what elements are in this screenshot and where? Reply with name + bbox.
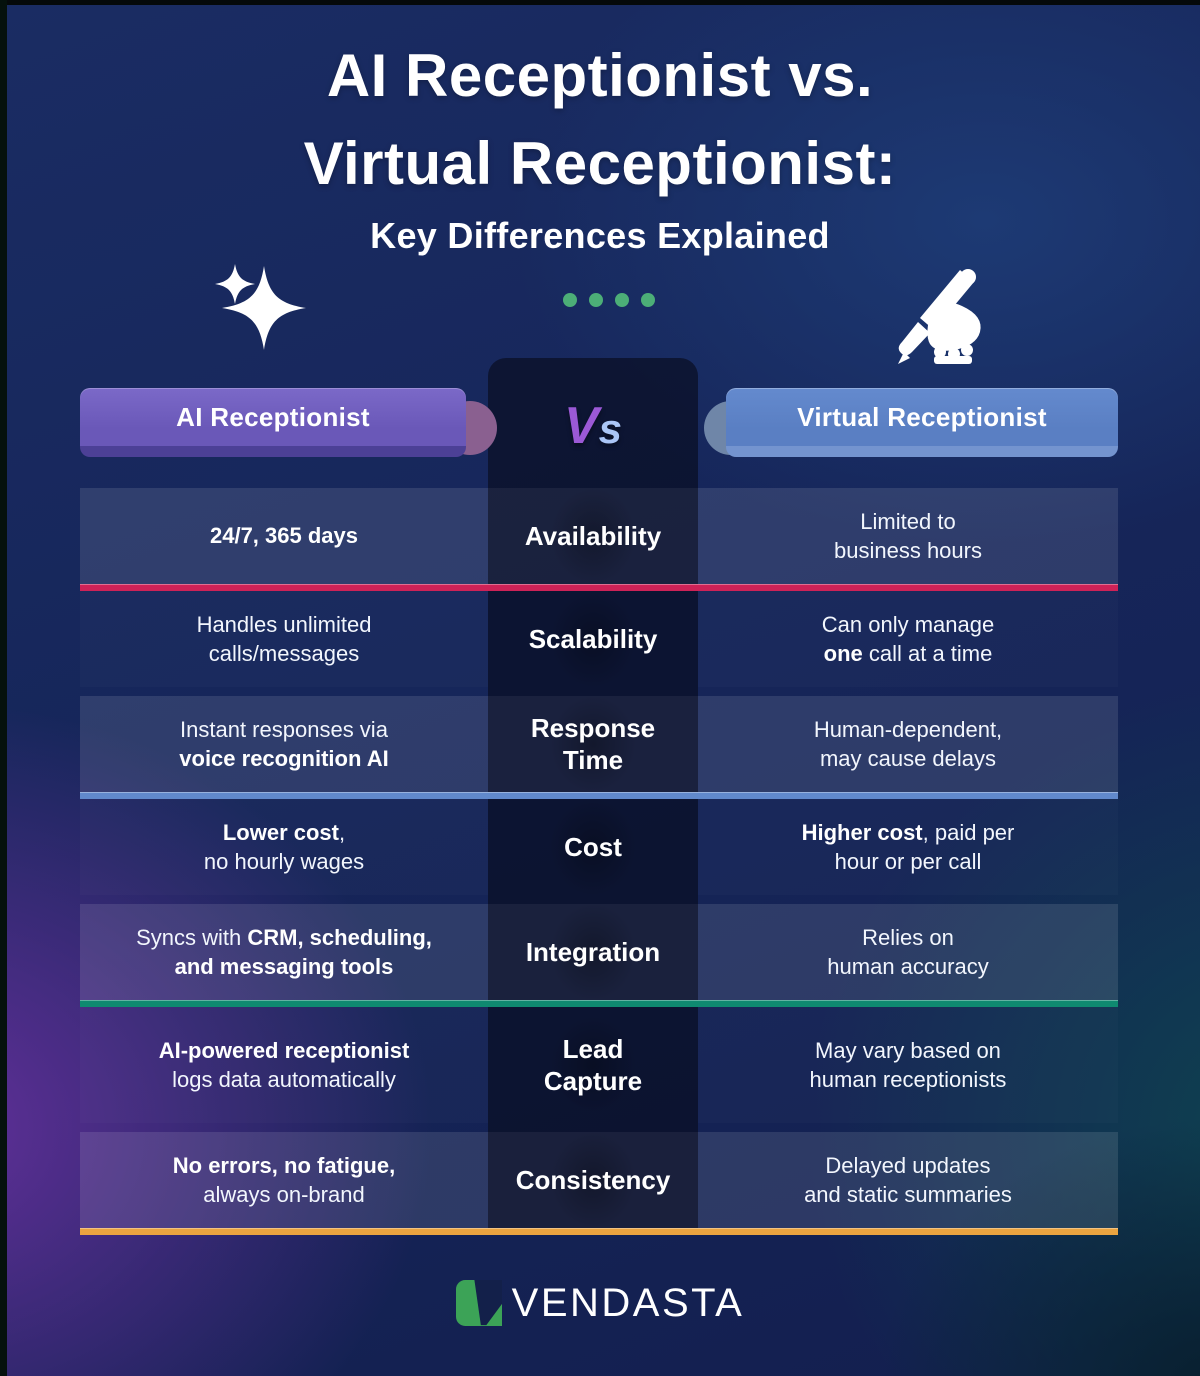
table-row-integration: Syncs with CRM, scheduling, and messaging… xyxy=(80,904,1118,1000)
writing-hand-pen-icon xyxy=(898,269,981,364)
ai-cell-consistency: No errors, no fatigue, always on-brand xyxy=(80,1132,488,1228)
ai-cell-cost: Lower cost, no hourly wages xyxy=(203,819,365,874)
vs-letter-s: s xyxy=(598,405,623,452)
category-scalability: Scalability xyxy=(488,591,698,687)
frame-left-edge xyxy=(0,0,7,1376)
ai-receptionist-pill: AI Receptionist xyxy=(80,388,466,457)
sparkle-icon xyxy=(215,264,306,350)
table-row-cost: Lower cost, no hourly wages Cost Higher c… xyxy=(80,799,1118,895)
row-gap xyxy=(80,895,1118,904)
divider-red xyxy=(80,584,1118,591)
category-consistency: Consistency xyxy=(488,1132,698,1228)
virtual-cell-availability: Limited to business hours xyxy=(698,488,1118,584)
category-availability: Availability xyxy=(488,488,698,584)
ai-cell-integration: Syncs with CRM, scheduling, and messaging… xyxy=(80,904,488,1000)
title-block: AI Receptionist vs. Virtual Receptionist… xyxy=(0,46,1200,254)
virtual-cell-integration: Relies on human accuracy xyxy=(698,904,1118,1000)
virtual-cell-consistency: Delayed updates and static summaries xyxy=(698,1132,1118,1228)
ai-cell-availability: 24/7, 365 days xyxy=(80,488,488,584)
virtual-receptionist-label: Virtual Receptionist xyxy=(797,401,1047,432)
ai-cell-scalability: Handles unlimited calls/messages xyxy=(196,611,372,666)
virtual-cell-response-time: Human-dependent, may cause delays xyxy=(698,696,1118,792)
table-row-lead-capture: AI-powered receptionist logs data automat… xyxy=(80,1007,1118,1123)
table-row-consistency: No errors, no fatigue, always on-brand Co… xyxy=(80,1132,1118,1228)
vendasta-wordmark: VENDASTA xyxy=(511,1280,745,1325)
vs-letter-v: V xyxy=(563,397,599,455)
four-dots-icon xyxy=(563,293,655,307)
category-response-time: Response Time xyxy=(488,696,698,792)
vs-label: Vs xyxy=(488,396,698,456)
table-row-scalability: Handles unlimited calls/messages Scalabil… xyxy=(80,591,1118,687)
virtual-cell-scalability: Can only manage one call at a time xyxy=(821,611,995,666)
row-gap xyxy=(80,687,1118,696)
category-lead-capture: Lead Capture xyxy=(488,1007,698,1123)
category-integration: Integration xyxy=(488,904,698,1000)
virtual-receptionist-pill: Virtual Receptionist xyxy=(726,388,1118,457)
ai-cell-lead-capture: AI-powered receptionist logs data automat… xyxy=(158,1037,410,1092)
table-row-response-time: Instant responses via voice recognition A… xyxy=(80,696,1118,792)
green-dot xyxy=(563,293,577,307)
virtual-cell-cost: Higher cost, paid per hour or per call xyxy=(801,819,1015,874)
comparison-table: 24/7, 365 days Availability Limited to bu… xyxy=(80,488,1118,1235)
title-subtitle: Key Differences Explained xyxy=(370,215,830,256)
row-gap xyxy=(80,1123,1118,1132)
virtual-cell-lead-capture: May vary based on human receptionists xyxy=(809,1037,1007,1092)
divider-teal xyxy=(80,1000,1118,1007)
green-dot xyxy=(615,293,629,307)
ai-cell-response-time: Instant responses via voice recognition A… xyxy=(80,696,488,792)
ai-receptionist-label: AI Receptionist xyxy=(176,401,370,432)
vendasta-logo-icon xyxy=(455,1280,502,1326)
table-row-availability: 24/7, 365 days Availability Limited to bu… xyxy=(80,488,1118,584)
divider-blue xyxy=(80,792,1118,799)
footer-brand: VENDASTA xyxy=(0,1280,1200,1326)
divider-orange xyxy=(80,1228,1118,1235)
title-line-2: Virtual Receptionist: xyxy=(303,130,897,197)
category-cost: Cost xyxy=(488,799,698,895)
title-line-1: AI Receptionist vs. xyxy=(326,42,874,109)
green-dot xyxy=(641,293,655,307)
green-dot xyxy=(589,293,603,307)
frame-top-edge xyxy=(0,0,1200,5)
